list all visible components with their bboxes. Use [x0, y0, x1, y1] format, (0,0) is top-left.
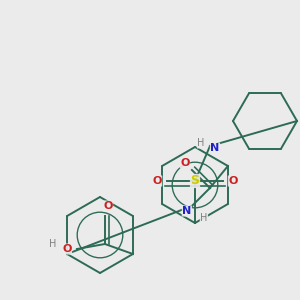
- Text: O: O: [62, 244, 72, 254]
- Text: H: H: [197, 138, 205, 148]
- Text: N: N: [182, 206, 191, 216]
- Text: O: O: [152, 176, 162, 186]
- Text: O: O: [228, 176, 238, 186]
- Text: O: O: [103, 201, 112, 211]
- Text: S: S: [190, 175, 200, 188]
- Text: H: H: [200, 213, 208, 223]
- Text: H: H: [49, 239, 57, 249]
- Text: O: O: [180, 158, 190, 168]
- Text: N: N: [210, 143, 220, 153]
